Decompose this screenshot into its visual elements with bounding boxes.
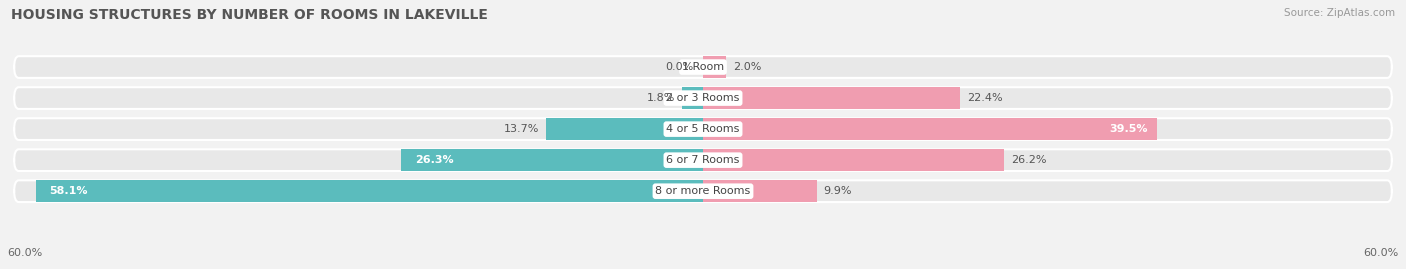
Text: 26.3%: 26.3% [415, 155, 453, 165]
Bar [682, 87, 703, 109]
Legend: Owner-occupied, Renter-occupied: Owner-occupied, Renter-occupied [572, 266, 834, 269]
Bar [703, 87, 960, 109]
Text: 60.0%: 60.0% [1364, 248, 1399, 258]
Bar [703, 180, 817, 202]
Bar [37, 180, 703, 202]
Text: HOUSING STRUCTURES BY NUMBER OF ROOMS IN LAKEVILLE: HOUSING STRUCTURES BY NUMBER OF ROOMS IN… [11, 8, 488, 22]
Text: Source: ZipAtlas.com: Source: ZipAtlas.com [1284, 8, 1395, 18]
Text: 60.0%: 60.0% [7, 248, 42, 258]
Bar [401, 149, 703, 171]
FancyBboxPatch shape [14, 118, 1392, 140]
Bar [703, 149, 1004, 171]
Text: 2 or 3 Rooms: 2 or 3 Rooms [666, 93, 740, 103]
Text: 2.0%: 2.0% [733, 62, 761, 72]
Text: 1.8%: 1.8% [647, 93, 675, 103]
Text: 22.4%: 22.4% [967, 93, 1002, 103]
Bar [703, 118, 1157, 140]
Text: 58.1%: 58.1% [49, 186, 89, 196]
Text: 9.9%: 9.9% [824, 186, 852, 196]
FancyBboxPatch shape [14, 180, 1392, 202]
Text: 0.0%: 0.0% [665, 62, 693, 72]
FancyBboxPatch shape [14, 56, 1392, 78]
Text: 26.2%: 26.2% [1011, 155, 1046, 165]
Text: 8 or more Rooms: 8 or more Rooms [655, 186, 751, 196]
Bar [703, 56, 725, 78]
Text: 13.7%: 13.7% [503, 124, 538, 134]
Text: 4 or 5 Rooms: 4 or 5 Rooms [666, 124, 740, 134]
Bar [546, 118, 703, 140]
Text: 1 Room: 1 Room [682, 62, 724, 72]
FancyBboxPatch shape [14, 87, 1392, 109]
Text: 6 or 7 Rooms: 6 or 7 Rooms [666, 155, 740, 165]
Text: 39.5%: 39.5% [1109, 124, 1147, 134]
FancyBboxPatch shape [14, 149, 1392, 171]
